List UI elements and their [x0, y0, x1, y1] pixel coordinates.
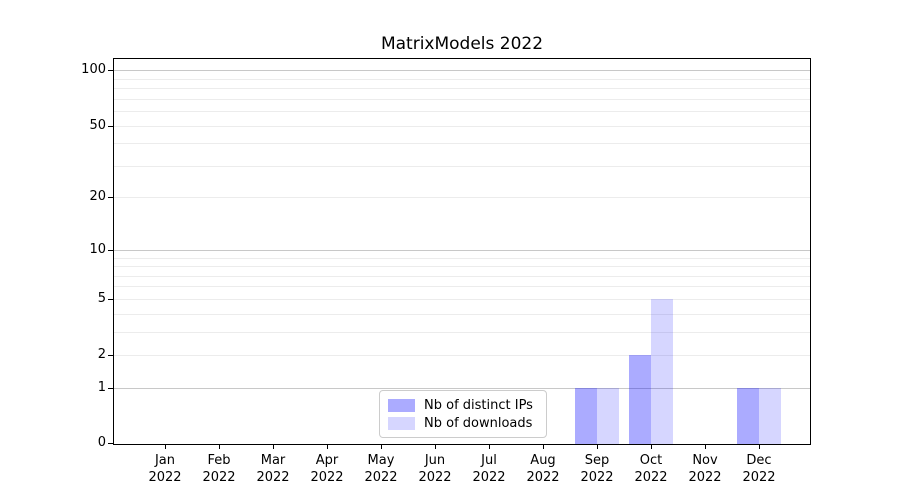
y-tick-mark	[108, 125, 113, 127]
y-tick-mark	[108, 387, 113, 389]
y-tick-label: 100	[81, 62, 106, 78]
minor-gridline	[114, 275, 810, 277]
minor-gridline	[114, 78, 810, 80]
legend-label: Nb of distinct IPs	[424, 397, 533, 413]
x-tick-mark	[327, 444, 328, 449]
x-tick-mark	[543, 444, 544, 449]
bar-distinct-ips-oct	[629, 355, 651, 444]
y-tick-mark	[108, 298, 113, 300]
minor-gridline	[114, 298, 810, 300]
plot-area: Nb of distinct IPs Nb of downloads	[113, 58, 811, 445]
x-tick-mark	[489, 444, 490, 449]
x-tick-label-mar: Mar 2022	[256, 453, 290, 485]
chart-title: MatrixModels 2022	[380, 34, 544, 54]
legend-swatch	[388, 398, 415, 412]
minor-gridline	[114, 165, 810, 167]
x-tick-mark	[273, 444, 274, 449]
legend-item: Nb of distinct IPs	[388, 397, 538, 413]
minor-gridline	[114, 266, 810, 267]
bar-downloads-dec	[759, 387, 781, 444]
y-tick-mark	[108, 443, 113, 444]
y-tick-label: 5	[97, 290, 106, 306]
x-tick-mark	[435, 444, 436, 449]
x-tick-label-apr: Apr 2022	[310, 453, 344, 485]
y-tick-mark	[108, 70, 113, 72]
minor-gridline	[114, 355, 810, 356]
x-tick-mark	[651, 444, 652, 449]
x-tick-mark	[759, 444, 760, 449]
minor-gridline	[114, 98, 810, 100]
x-tick-mark	[705, 444, 706, 449]
bar-distinct-ips-sep	[575, 387, 597, 444]
x-tick-mark	[165, 444, 166, 449]
y-tick-mark	[108, 249, 113, 251]
minor-gridline	[114, 257, 810, 259]
minor-gridline	[114, 286, 810, 288]
x-tick-label-oct: Oct 2022	[634, 453, 668, 485]
bar-downloads-sep	[597, 387, 619, 444]
minor-gridline	[114, 313, 810, 315]
x-tick-label-may: May 2022	[364, 453, 398, 485]
x-tick-label-feb: Feb 2022	[202, 453, 236, 485]
x-tick-label-aug: Aug 2022	[526, 453, 560, 485]
y-tick-label: 50	[89, 117, 106, 133]
bar-downloads-oct	[651, 298, 673, 444]
legend: Nb of distinct IPs Nb of downloads	[379, 390, 547, 438]
x-tick-label-nov: Nov 2022	[688, 453, 722, 485]
minor-gridline	[114, 88, 810, 90]
x-tick-mark	[219, 444, 220, 449]
y-tick-label: 20	[89, 189, 106, 205]
legend-item: Nb of downloads	[388, 415, 538, 431]
minor-gridline	[114, 143, 810, 145]
bar-distinct-ips-dec	[737, 387, 759, 444]
major-gridline	[114, 70, 810, 72]
legend-label: Nb of downloads	[424, 415, 533, 431]
x-tick-label-jan: Jan 2022	[148, 453, 182, 485]
major-gridline	[114, 387, 810, 389]
major-gridline	[114, 249, 810, 251]
minor-gridline	[114, 331, 810, 333]
x-tick-mark	[381, 444, 382, 449]
y-tick-mark	[108, 355, 113, 356]
legend-swatch	[388, 416, 415, 430]
y-tick-label: 1	[97, 379, 106, 395]
minor-gridline	[114, 197, 810, 199]
x-tick-label-jun: Jun 2022	[418, 453, 452, 485]
y-tick-label: 0	[97, 435, 106, 450]
minor-gridline	[114, 111, 810, 113]
y-tick-mark	[108, 197, 113, 199]
x-tick-label-sep: Sep 2022	[580, 453, 614, 485]
x-tick-label-dec: Dec 2022	[742, 453, 776, 485]
y-tick-label: 2	[97, 347, 106, 362]
x-tick-mark	[597, 444, 598, 449]
x-tick-label-jul: Jul 2022	[472, 453, 506, 485]
minor-gridline	[114, 125, 810, 127]
y-tick-label: 10	[89, 241, 106, 257]
